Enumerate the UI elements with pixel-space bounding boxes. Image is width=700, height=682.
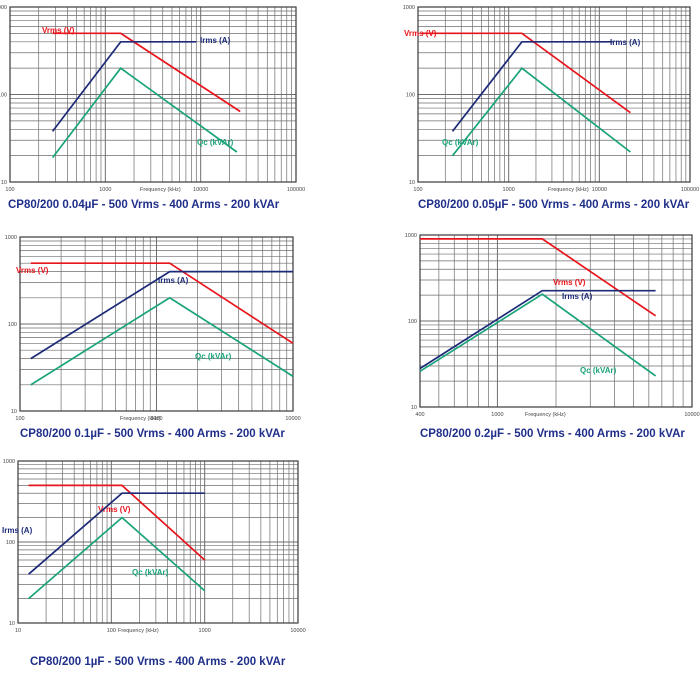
series-line-qc <box>419 293 657 377</box>
x-tick-label: 10 <box>15 628 21 634</box>
series-label-irms: Irms (A) <box>562 292 593 301</box>
x-tick-label: 100 <box>5 187 14 193</box>
x-tick-label: 10000 <box>193 187 208 193</box>
y-tick-label: 1000 <box>5 235 17 241</box>
y-tick-label: 10 <box>409 180 415 186</box>
chart-4-caption: CP80/200 0.2µF - 500 Vrms - 400 Arms - 2… <box>420 428 685 440</box>
plot-frame <box>9 6 297 183</box>
chart-panel-3: 100 1000 10000 10 100 1000 Frequency (kHz) Vrms… <box>0 232 320 447</box>
series-label-qc: Qc (kVAr) <box>442 138 479 147</box>
x-axis-label: Frequency (kHz) <box>548 187 589 193</box>
series-label-vrms: Vrms (V) <box>16 266 49 275</box>
x-tick-label: 10000 <box>684 412 699 418</box>
x-tick-label: 100 <box>15 416 24 422</box>
x-tick-label: 100000 <box>681 187 699 193</box>
x-tick-label: 100 <box>107 628 116 634</box>
y-tick-label: 1000 <box>405 233 417 239</box>
y-tick-label: 1000 <box>3 459 15 465</box>
chart-2-caption: CP80/200 0.05µF - 500 Vrms - 400 Arms - … <box>418 199 690 211</box>
series-label-vrms: Vrms (V) <box>404 29 437 38</box>
series-label-irms: Irms (A) <box>2 526 33 535</box>
series-line-vrms <box>52 32 241 113</box>
series-label-vrms: Vrms (V) <box>42 26 75 35</box>
series-line-qc <box>51 67 238 159</box>
y-tick-label: 10 <box>11 409 17 415</box>
y-tick-label: 100 <box>0 93 7 99</box>
series-line-irms <box>51 40 197 132</box>
x-tick-label: 1000 <box>150 416 162 422</box>
chart-4-plot: 400 1000 10000 10 100 1000 Frequency (kHz) Vrms… <box>405 233 700 418</box>
x-axis-label: Frequency (kHz) <box>140 187 181 193</box>
x-tick-label: 10000 <box>290 628 305 634</box>
x-axis-label: Frequency (kHz) <box>118 628 159 634</box>
series-line-irms <box>419 289 656 370</box>
series-line-irms <box>28 492 205 575</box>
plot-frame <box>417 6 691 183</box>
series-label-irms: Irms (A) <box>158 276 189 285</box>
y-tick-label: 100 <box>8 322 17 328</box>
series-label-qc: Qc (kVAr) <box>132 568 169 577</box>
chart-panel-2: 100 1000 10000 100000 10 100 1000 Frequency (kH… <box>400 0 700 215</box>
series-line-vrms <box>420 238 657 317</box>
plot-frame <box>17 460 299 624</box>
y-tick-label: 100 <box>408 319 417 325</box>
series-line-vrms <box>421 32 631 114</box>
series-label-qc: Qc (kVAr) <box>197 138 234 147</box>
chart-1-caption: CP80/200 0.04µF - 500 Vrms - 400 Arms - … <box>8 199 280 211</box>
series-line-irms <box>451 40 613 132</box>
chart-panel-5: 10 100 1000 10000 10 100 1000 Frequency (kHz) Vr… <box>0 458 320 678</box>
series-line-qc <box>28 516 206 600</box>
chart-panel-4: 400 1000 10000 10 100 1000 Frequency (kHz) Vrms… <box>400 232 700 447</box>
y-tick-label: 100 <box>6 540 15 546</box>
x-axis-label: Frequency (kHz) <box>525 412 566 418</box>
y-tick-label: 10 <box>411 405 417 411</box>
x-tick-label: 400 <box>415 412 424 418</box>
chart-5-plot: 10 100 1000 10000 10 100 1000 Frequency (kHz) Vr… <box>2 459 306 634</box>
series-label-qc: Qc (kVAr) <box>195 352 232 361</box>
series-line-irms <box>30 270 293 360</box>
series-line-qc <box>451 67 631 157</box>
x-tick-label: 10000 <box>592 187 607 193</box>
series-label-vrms: Vrms (V) <box>98 505 131 514</box>
x-tick-label: 1000 <box>491 412 503 418</box>
series-line-vrms <box>28 484 206 561</box>
x-tick-label: 1000 <box>199 628 211 634</box>
series-label-irms: Irms (A) <box>610 38 641 47</box>
x-tick-label: 1000 <box>503 187 515 193</box>
y-tick-label: 1000 <box>0 5 7 11</box>
plot-frame <box>19 236 294 412</box>
x-tick-label: 10000 <box>285 416 300 422</box>
chart-5-caption: CP80/200 1µF - 500 Vrms - 400 Arms - 200… <box>30 656 286 668</box>
y-tick-label: 1000 <box>403 5 415 11</box>
x-axis-label: Frequency (kHz) <box>120 416 161 422</box>
series-label-qc: Qc (kVAr) <box>580 366 617 375</box>
chart-3-caption: CP80/200 0.1µF - 500 Vrms - 400 Arms - 2… <box>20 428 285 440</box>
series-line-qc <box>30 296 294 386</box>
series-label-irms: Irms (A) <box>200 36 231 45</box>
series-line-vrms <box>30 262 294 345</box>
series-label-vrms: Vrms (V) <box>553 278 586 287</box>
x-tick-label: 100000 <box>287 187 305 193</box>
x-tick-label: 1000 <box>99 187 111 193</box>
x-tick-label: 100 <box>413 187 422 193</box>
y-tick-label: 100 <box>406 93 415 99</box>
y-tick-label: 10 <box>9 621 15 627</box>
plot-frame <box>419 234 693 408</box>
y-tick-label: 10 <box>1 180 7 186</box>
